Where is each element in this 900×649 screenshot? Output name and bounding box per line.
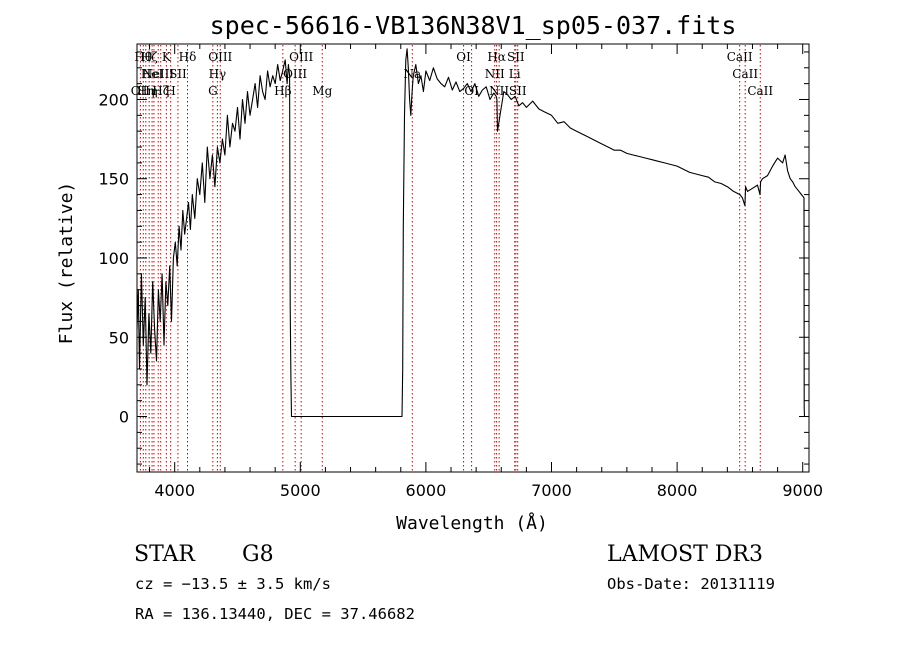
line-label: Hθ (134, 50, 152, 64)
axis-layer: 4000 5000 6000 7000 8000 9000 0 50 100 150 200 (98, 44, 823, 500)
line-label: NII (489, 84, 509, 98)
line-label: G (208, 84, 218, 98)
line-label: OIII (283, 67, 307, 81)
line-label: Hζ (141, 50, 158, 64)
line-label: OI (464, 84, 479, 98)
line-label: Li (509, 67, 521, 81)
spectrum-layer (136, 48, 806, 418)
line-label: Hβ (274, 84, 291, 98)
line-marker-layer (139, 45, 761, 471)
line-label: Mg (312, 84, 332, 98)
line-label: H (165, 84, 175, 98)
y-tick-label: 200 (98, 90, 129, 109)
y-tick-label: 150 (98, 170, 129, 189)
y-axis-label: Flux (relative) (56, 182, 77, 345)
line-label: OI (456, 50, 471, 64)
y-tick-label: 0 (119, 408, 129, 427)
line-label: Hγ (209, 67, 227, 81)
line-label: Na (404, 67, 422, 81)
x-tick-label: 8000 (657, 481, 698, 500)
x-tick-label: 5000 (280, 481, 321, 500)
line-label: Hδ (179, 50, 197, 64)
redshift-velocity: cz = −13.5 ± 3.5 km/s (135, 575, 331, 593)
line-label: NII (485, 67, 505, 81)
line-label: Hη (137, 84, 155, 98)
line-label: OIII (289, 50, 313, 64)
line-label: SII (507, 50, 525, 64)
line-label: Hα (487, 50, 506, 64)
line-label: OII (131, 84, 151, 98)
line-label: SII (509, 84, 527, 98)
x-tick-label: 7000 (531, 481, 572, 500)
y-tick-label: 50 (109, 328, 129, 347)
x-tick-label: 6000 (406, 481, 447, 500)
chart-title: spec-56616-VB136N38V1_sp05-037.fits (210, 11, 737, 40)
line-label: OIII (208, 50, 232, 64)
line-label: CaII (747, 84, 773, 98)
x-axis-label: Wavelength (Å) (396, 512, 548, 534)
survey-release: LAMOST DR3 (607, 542, 763, 567)
subclass: G8 (242, 542, 274, 567)
spectrum-line (136, 48, 806, 418)
observation-date: Obs-Date: 20131119 (607, 575, 775, 593)
x-tick-label: 9000 (782, 481, 823, 500)
line-label: HeI (141, 67, 164, 81)
line-label: NeIII (142, 67, 174, 81)
line-label-layer: OIIHθHηHζHeIηNeIIIHζKHSIIHδGHγOIIIHβOIII… (131, 50, 774, 98)
line-label: CaII (732, 67, 758, 81)
object-class: STAR (134, 542, 196, 567)
y-tick-label: 100 (98, 249, 129, 268)
x-tick-label: 4000 (154, 481, 195, 500)
line-label: Hζ (152, 84, 169, 98)
line-label: SII (169, 67, 187, 81)
coordinates: RA = 136.13440, DEC = 37.46682 (135, 605, 415, 623)
line-label: K (162, 50, 172, 64)
line-label: CaII (727, 50, 753, 64)
line-label: η (150, 84, 157, 98)
